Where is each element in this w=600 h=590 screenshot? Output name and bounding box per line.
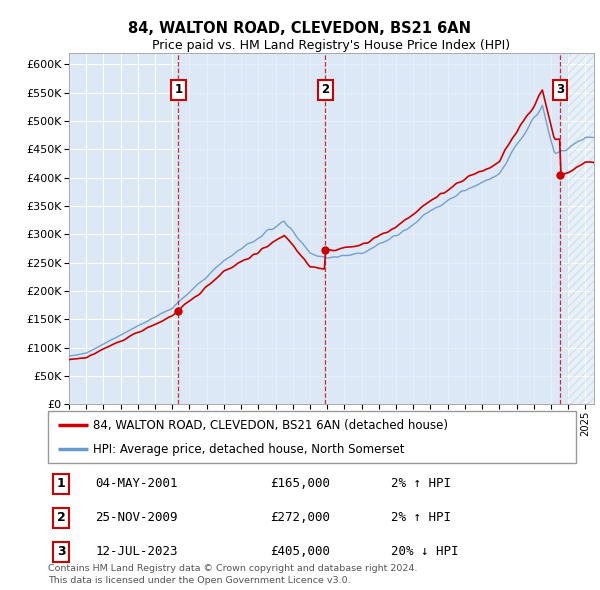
Text: 2% ↑ HPI: 2% ↑ HPI bbox=[391, 477, 451, 490]
Text: 12-JUL-2023: 12-JUL-2023 bbox=[95, 545, 178, 558]
Text: 1: 1 bbox=[174, 83, 182, 96]
Text: 25-NOV-2009: 25-NOV-2009 bbox=[95, 511, 178, 525]
Bar bbox=[568, 53, 600, 404]
FancyBboxPatch shape bbox=[48, 411, 576, 463]
Text: 2: 2 bbox=[57, 511, 65, 525]
Text: 20% ↓ HPI: 20% ↓ HPI bbox=[391, 545, 459, 558]
Text: 2: 2 bbox=[322, 83, 329, 96]
Bar bbox=[178, 53, 560, 404]
Title: Price paid vs. HM Land Registry's House Price Index (HPI): Price paid vs. HM Land Registry's House … bbox=[152, 39, 511, 52]
Text: 84, WALTON ROAD, CLEVEDON, BS21 6AN: 84, WALTON ROAD, CLEVEDON, BS21 6AN bbox=[128, 21, 472, 35]
Text: 3: 3 bbox=[57, 545, 65, 558]
Text: 84, WALTON ROAD, CLEVEDON, BS21 6AN (detached house): 84, WALTON ROAD, CLEVEDON, BS21 6AN (det… bbox=[93, 419, 448, 432]
Text: HPI: Average price, detached house, North Somerset: HPI: Average price, detached house, Nort… bbox=[93, 442, 404, 455]
Text: 04-MAY-2001: 04-MAY-2001 bbox=[95, 477, 178, 490]
Text: £165,000: £165,000 bbox=[270, 477, 330, 490]
Text: £405,000: £405,000 bbox=[270, 545, 330, 558]
Text: 3: 3 bbox=[556, 83, 564, 96]
Text: 1: 1 bbox=[57, 477, 65, 490]
Text: £272,000: £272,000 bbox=[270, 511, 330, 525]
Text: Contains HM Land Registry data © Crown copyright and database right 2024.
This d: Contains HM Land Registry data © Crown c… bbox=[48, 565, 418, 585]
Text: 2% ↑ HPI: 2% ↑ HPI bbox=[391, 511, 451, 525]
